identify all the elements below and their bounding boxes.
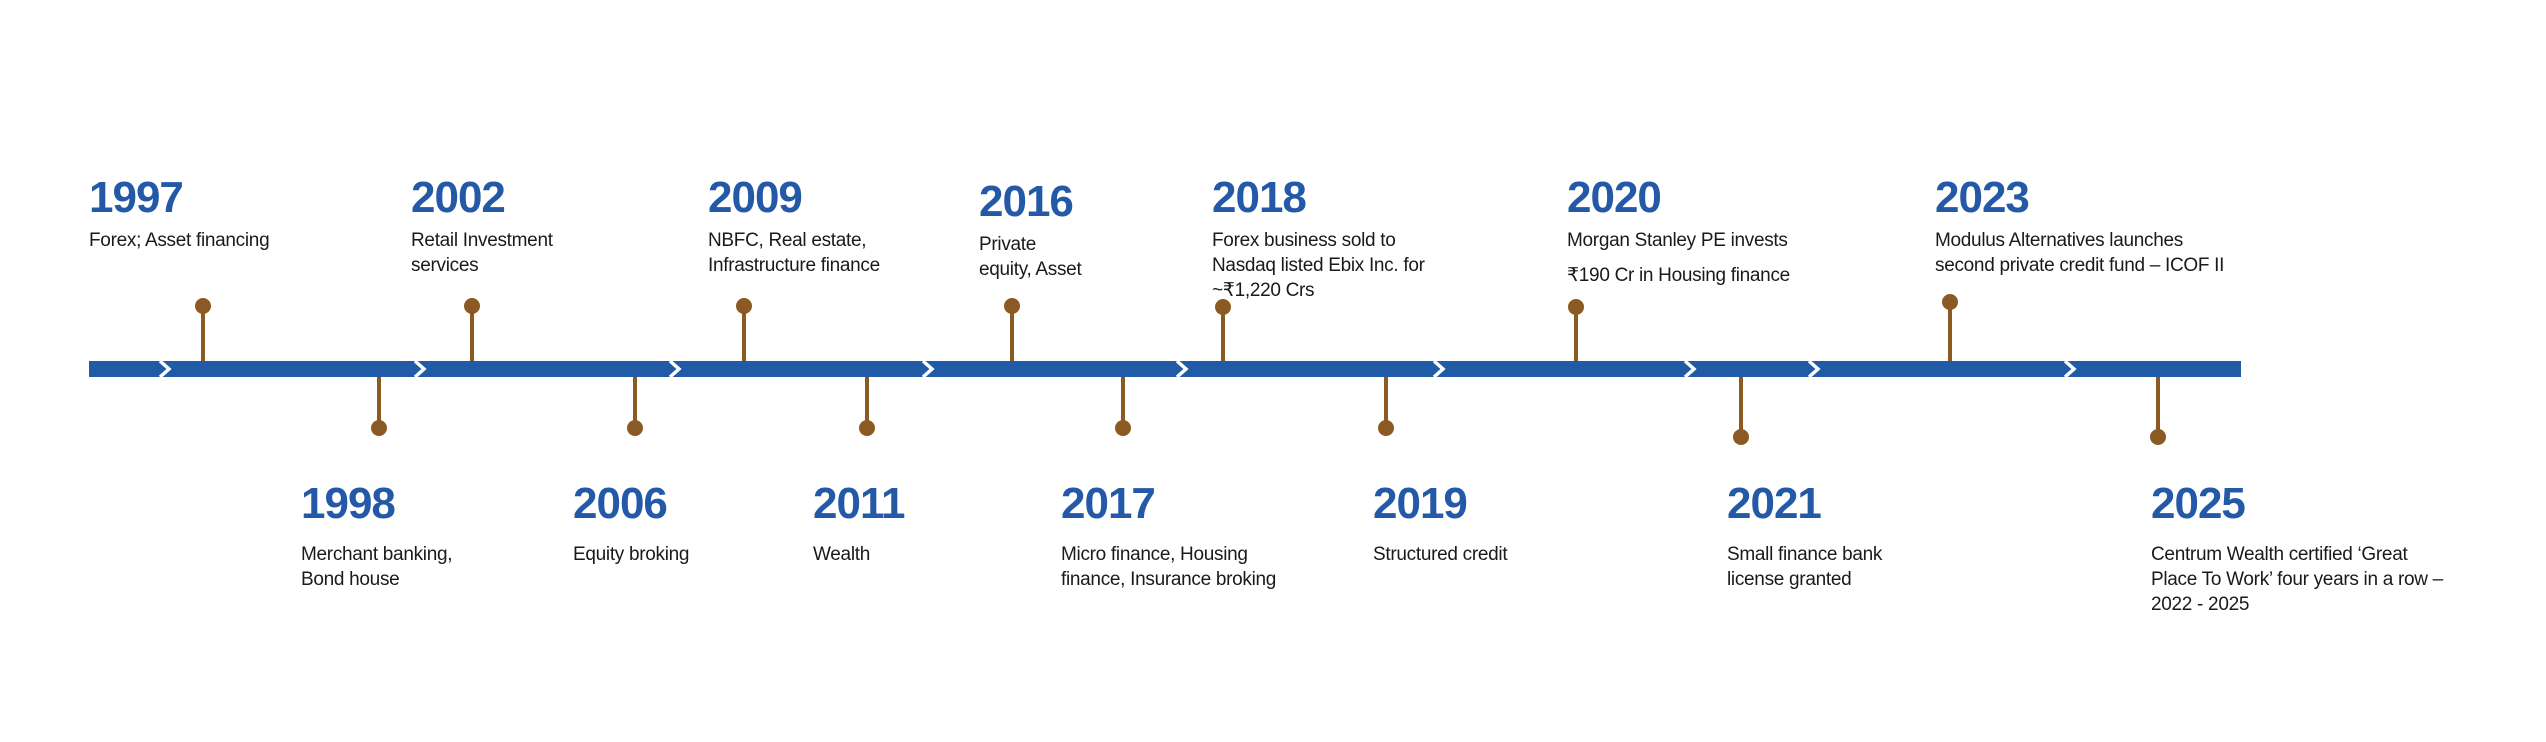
- timeline-event-2006: 2006 Equity broking: [573, 479, 690, 567]
- event-year: 2009: [708, 173, 803, 222]
- chevron-divider: [413, 359, 427, 379]
- timeline-event-2017: 2017 Micro finance, Housing finance, Insur…: [1061, 482, 1276, 592]
- event-description: Micro finance, Housing finance, Insurance…: [1061, 542, 1276, 592]
- timeline-event-2019: 2019 Structured credit: [1373, 479, 1508, 567]
- event-description: Small finance bank license granted: [1727, 542, 1882, 592]
- event-description-line: Merchant banking,: [301, 544, 453, 565]
- event-description-line: Forex; Asset financing: [89, 230, 270, 251]
- timeline-event-1998: 1998 Merchant banking, Bond house: [301, 479, 453, 592]
- event-description-line: ~₹1,220 Crs: [1212, 280, 1315, 301]
- timeline-bar: [89, 361, 2241, 377]
- event-description: Equity broking: [573, 542, 690, 567]
- event-year: 2002: [411, 173, 506, 222]
- event-description-line: second private credit fund – ICOF II: [1935, 255, 2225, 276]
- event-description: Modulus Alternatives launches second priv…: [1935, 228, 2224, 278]
- event-description-line: NBFC, Real estate,: [708, 230, 867, 251]
- pin-dot-2018: [1215, 299, 1231, 315]
- chevron-divider: [921, 359, 935, 379]
- event-description-line: Small finance bank: [1727, 544, 1883, 565]
- event-description-line: 2022 - 2025: [2151, 594, 2250, 615]
- event-description-line: Centrum Wealth certified ‘Great: [2151, 544, 2408, 565]
- pin-dot-2021: [1733, 429, 1749, 445]
- event-description-line: Infrastructure finance: [708, 255, 880, 276]
- timeline-event-2021: 2021 Small finance bank license granted: [1727, 482, 1882, 592]
- event-year: 2018: [1212, 173, 1307, 222]
- event-year: 2021: [1727, 479, 1822, 528]
- event-year: 2019: [1373, 479, 1468, 528]
- event-description: NBFC, Real estate, Infrastructure finance: [708, 228, 880, 278]
- event-description: Wealth: [813, 542, 904, 567]
- event-description-line: ₹190 Cr in Housing finance: [1567, 265, 1790, 286]
- chevron-divider: [1807, 359, 1821, 379]
- timeline-event-2018: 2018 Forex business sold to Nasdaq listed …: [1212, 176, 1425, 303]
- event-year: 1998: [301, 479, 396, 528]
- event-description-line: Place To Work’ four years in a row –: [2151, 569, 2443, 590]
- event-description-line: Wealth: [813, 544, 870, 565]
- event-description-line: Structured credit: [1373, 544, 1508, 565]
- chevron-divider: [1432, 359, 1446, 379]
- event-description-line: Modulus Alternatives launches: [1935, 230, 2183, 251]
- timeline-event-2009: 2009 NBFC, Real estate, Infrastructure fin…: [708, 176, 880, 278]
- pin-dot-2019: [1378, 420, 1394, 436]
- event-description-line: Private: [979, 234, 1037, 255]
- event-description: Structured credit: [1373, 542, 1508, 567]
- event-description: Forex business sold to Nasdaq listed Ebix…: [1212, 228, 1425, 303]
- pin-dot-2020: [1568, 299, 1584, 315]
- event-year: 2011: [813, 479, 905, 528]
- event-description-line: Equity broking: [573, 544, 690, 565]
- pin-dot-2011: [859, 420, 875, 436]
- event-description-line: services: [411, 255, 479, 276]
- chevron-divider: [668, 359, 682, 379]
- pin-dot-2017: [1115, 420, 1131, 436]
- timeline-event-2011: 2011 Wealth: [813, 479, 905, 567]
- pin-dot-2023: [1942, 294, 1958, 310]
- pin-dot-1997: [195, 298, 211, 314]
- pin-dot-2025: [2150, 429, 2166, 445]
- pin-dot-2002: [464, 298, 480, 314]
- event-description-line: Retail Investment: [411, 230, 553, 251]
- event-description: Merchant banking, Bond house: [301, 542, 453, 592]
- event-description-line: finance, Insurance broking: [1061, 569, 1277, 590]
- event-year: 2017: [1061, 479, 1156, 528]
- event-description: Private equity, Asset: [979, 232, 1082, 282]
- chevron-divider: [1175, 359, 1189, 379]
- pin-dot-1998: [371, 420, 387, 436]
- timeline-event-2002: 2002 Retail Investment services: [411, 176, 553, 278]
- chevron-divider: [1683, 359, 1697, 379]
- event-year: 2006: [573, 479, 668, 528]
- chevron-divider: [2063, 359, 2077, 379]
- event-description-line: Nasdaq listed Ebix Inc. for: [1212, 255, 1425, 276]
- event-description-line: equity, Asset: [979, 259, 1082, 280]
- event-description: Morgan Stanley PE invests ₹190 Cr in Hous…: [1567, 228, 1790, 288]
- event-year: 1997: [89, 173, 184, 222]
- pin-dot-2016: [1004, 298, 1020, 314]
- event-description-line: Morgan Stanley PE invests: [1567, 230, 1788, 251]
- event-description-line: Bond house: [301, 569, 400, 590]
- timeline-event-1997: 1997 Forex; Asset financing: [89, 173, 270, 253]
- event-description: Forex; Asset financing: [89, 228, 270, 253]
- event-description-line: license granted: [1727, 569, 1852, 590]
- event-description: Retail Investment services: [411, 228, 553, 278]
- timeline-event-2023: 2023 Modulus Alternatives launches second …: [1935, 176, 2224, 278]
- event-description: Centrum Wealth certified ‘Great Place To …: [2151, 542, 2443, 617]
- event-year: 2020: [1567, 173, 1662, 222]
- chevron-divider: [158, 359, 172, 379]
- timeline-event-2020: 2020 Morgan Stanley PE invests ₹190 Cr in …: [1567, 176, 1790, 288]
- pin-dot-2006: [627, 420, 643, 436]
- event-year: 2025: [2151, 479, 2246, 528]
- event-year: 2023: [1935, 173, 2030, 222]
- timeline-event-2025: 2025 Centrum Wealth certified ‘Great Place…: [2151, 482, 2443, 617]
- pin-dot-2009: [736, 298, 752, 314]
- event-year: 2016: [979, 177, 1074, 226]
- event-description-line: Micro finance, Housing: [1061, 544, 1248, 565]
- event-description-line: Forex business sold to: [1212, 230, 1396, 251]
- timeline-event-2016: 2016 Private equity, Asset: [979, 177, 1082, 282]
